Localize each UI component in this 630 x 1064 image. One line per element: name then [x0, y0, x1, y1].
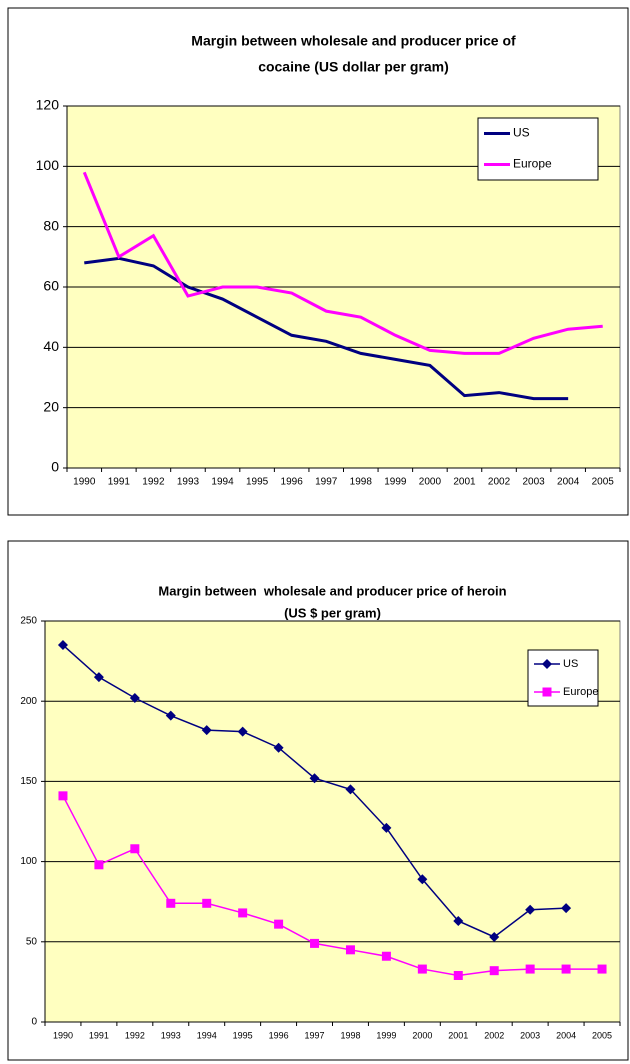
legend-label: Europe — [563, 686, 598, 698]
legend — [527, 649, 599, 707]
x-tick-label: 2003 — [520, 1030, 540, 1040]
legend-marker — [542, 659, 552, 669]
x-tick-label: 1999 — [376, 1030, 396, 1040]
data-point — [561, 964, 571, 974]
x-tick-label: 2002 — [488, 477, 511, 488]
x-tick-label: 2004 — [556, 1030, 576, 1040]
data-point — [453, 970, 463, 980]
x-tick-label: 2004 — [557, 477, 580, 488]
chart-title: cocaine (US dollar per gram) — [258, 59, 449, 75]
data-point — [597, 964, 607, 974]
data-point — [417, 964, 427, 974]
x-tick-label: 1994 — [197, 1030, 217, 1040]
data-point — [381, 822, 392, 833]
x-tick-label: 1991 — [89, 1030, 109, 1040]
chart-title: Margin between wholesale and producer pr… — [158, 583, 506, 598]
y-tick-label: 80 — [43, 217, 59, 233]
y-tick-label: 100 — [20, 856, 37, 867]
y-tick-label: 0 — [31, 1017, 37, 1028]
data-point — [129, 692, 140, 703]
data-point — [273, 742, 284, 753]
y-tick-label: 60 — [43, 278, 59, 294]
data-point — [381, 951, 391, 961]
data-point — [345, 945, 355, 955]
x-tick-label: 2001 — [453, 477, 476, 488]
x-tick-label: 1998 — [340, 1030, 360, 1040]
x-tick-label: 1990 — [53, 1030, 73, 1040]
legend — [477, 117, 599, 181]
data-point — [237, 726, 248, 737]
data-point — [561, 903, 572, 914]
x-tick-label: 2000 — [412, 1030, 432, 1040]
chart-title: Margin between wholesale and producer pr… — [191, 33, 516, 49]
y-tick-label: 20 — [43, 398, 59, 414]
data-point — [489, 966, 499, 976]
y-tick-label: 200 — [20, 696, 37, 707]
data-point — [166, 898, 176, 908]
y-tick-label: 150 — [20, 776, 37, 787]
data-point — [201, 725, 212, 736]
legend-label: US — [513, 126, 530, 140]
x-tick-label: 1999 — [384, 477, 407, 488]
y-tick-label: 100 — [36, 157, 60, 173]
x-tick-label: 2003 — [522, 477, 545, 488]
x-tick-label: 2001 — [448, 1030, 468, 1040]
x-tick-label: 1992 — [142, 477, 165, 488]
legend-label: Europe — [513, 157, 552, 171]
data-point — [453, 915, 464, 926]
data-point — [202, 898, 212, 908]
data-point — [130, 844, 140, 854]
y-tick-label: 40 — [43, 338, 59, 354]
x-tick-label: 1994 — [211, 477, 234, 488]
data-point — [57, 640, 68, 651]
x-tick-label: 1990 — [73, 477, 96, 488]
x-tick-label: 1998 — [350, 477, 373, 488]
x-tick-label: 1993 — [161, 1030, 181, 1040]
x-tick-label: 2005 — [592, 1030, 612, 1040]
data-point — [94, 860, 104, 870]
series-line — [82, 171, 603, 355]
x-tick-label: 2002 — [484, 1030, 504, 1040]
x-tick-label: 1991 — [108, 477, 131, 488]
plot-area — [44, 620, 621, 1023]
y-tick-label: 0 — [51, 459, 59, 475]
data-point — [417, 874, 428, 885]
data-point — [525, 904, 536, 915]
legend-label: US — [563, 658, 578, 670]
data-point — [489, 931, 500, 942]
x-tick-label: 1995 — [246, 477, 269, 488]
x-tick-label: 1997 — [315, 477, 338, 488]
x-tick-label: 1997 — [305, 1030, 325, 1040]
x-tick-label: 1992 — [125, 1030, 145, 1040]
x-tick-label: 1993 — [177, 477, 200, 488]
x-tick-label: 1996 — [281, 477, 304, 488]
x-tick-label: 1996 — [269, 1030, 289, 1040]
y-tick-label: 50 — [26, 936, 38, 947]
data-point — [274, 919, 284, 929]
series-line — [84, 256, 569, 401]
data-point — [525, 964, 535, 974]
series-line — [62, 795, 603, 977]
data-point — [93, 672, 104, 683]
data-point — [238, 908, 248, 918]
chart-title: (US $ per gram) — [284, 605, 381, 620]
data-point — [58, 791, 68, 801]
legend-marker — [542, 687, 552, 697]
data-point — [309, 773, 320, 784]
x-tick-label: 2005 — [592, 477, 615, 488]
data-point — [310, 938, 320, 948]
y-tick-label: 250 — [20, 616, 37, 627]
x-tick-label: 2000 — [419, 477, 442, 488]
x-tick-label: 1995 — [233, 1030, 253, 1040]
data-point — [165, 710, 176, 721]
data-point — [345, 784, 356, 795]
y-tick-label: 120 — [36, 97, 60, 113]
